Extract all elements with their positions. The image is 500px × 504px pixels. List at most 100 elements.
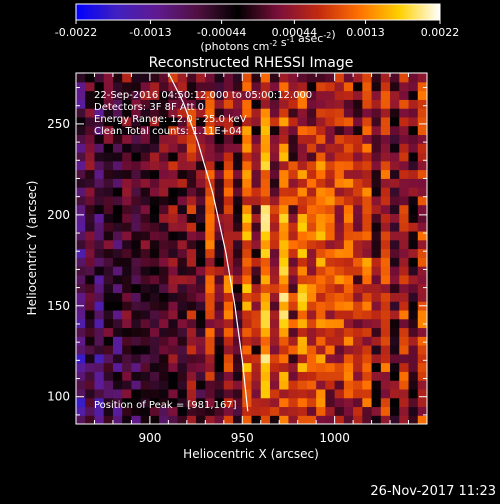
heatmap-cell (149, 266, 160, 276)
heatmap-cell (408, 134, 419, 144)
heatmap-cell (297, 230, 308, 241)
heatmap-cell (390, 213, 400, 223)
heatmap-cell (297, 90, 308, 100)
heatmap-cell (177, 283, 188, 293)
heatmap-cell (260, 160, 271, 171)
footer-timestamp: 26-Nov-2017 11:23 (370, 484, 496, 499)
heatmap-cell (76, 90, 86, 100)
heatmap-cell (353, 239, 363, 250)
heatmap-cell (214, 380, 225, 390)
heatmap-cell (325, 195, 336, 206)
heatmap-cell (186, 143, 197, 153)
heatmap-cell (140, 327, 151, 337)
heatmap-cell (140, 116, 151, 127)
heatmap-cell (353, 292, 363, 302)
heatmap-cell (242, 309, 253, 320)
heatmap-cell (380, 362, 391, 372)
heatmap-cell (279, 362, 290, 372)
heatmap-cell (85, 362, 96, 372)
heatmap-cell (343, 248, 354, 258)
heatmap-cell (103, 388, 114, 399)
heatmap-cell (242, 301, 253, 311)
heatmap-cell (177, 274, 188, 285)
heatmap-cell (316, 415, 326, 424)
heatmap-cell (186, 292, 197, 302)
heatmap-cell (214, 134, 225, 144)
y-tick-label: 100 (47, 390, 70, 404)
heatmap-cell (214, 248, 225, 258)
heatmap-cell (168, 327, 179, 337)
heatmap-cell (94, 388, 105, 399)
heatmap-cell (131, 336, 142, 346)
heatmap-cell (103, 380, 114, 390)
heatmap-cell (122, 248, 133, 258)
heatmap-cell (159, 362, 169, 372)
heatmap-cell (122, 318, 133, 329)
heatmap-cell (196, 213, 206, 223)
heatmap-cell (297, 336, 308, 346)
heatmap-cell (140, 151, 151, 162)
heatmap-cell (76, 73, 86, 83)
heatmap-cell (260, 134, 271, 144)
heatmap-cell (260, 292, 271, 302)
heatmap-cell (85, 116, 96, 127)
heatmap-cell (371, 318, 382, 329)
heatmap-cell (223, 90, 234, 100)
heatmap-cell (223, 415, 234, 424)
heatmap-cell (159, 353, 169, 364)
heatmap-cell (399, 213, 410, 223)
heatmap-cell (205, 336, 216, 346)
heatmap-cell (140, 187, 151, 197)
heatmap-cell (306, 353, 317, 364)
heatmap-cell (168, 143, 179, 153)
heatmap-cell (131, 81, 142, 92)
heatmap-cell (214, 116, 225, 127)
heatmap-cell (288, 230, 299, 241)
heatmap-cell (233, 318, 243, 329)
heatmap-cell (112, 151, 123, 162)
heatmap-cell (223, 178, 234, 188)
heatmap-cell (159, 283, 169, 293)
heatmap-cell (362, 292, 373, 302)
heatmap-cell (269, 187, 280, 197)
heatmap-cell (103, 213, 114, 223)
heatmap-cell (85, 283, 96, 293)
heatmap-cell (279, 134, 290, 144)
heatmap-cell (196, 397, 206, 408)
heatmap-cell (140, 266, 151, 276)
heatmap-cell (196, 283, 206, 293)
heatmap-cell (131, 257, 142, 267)
heatmap-cell (159, 380, 169, 390)
heatmap-cell (279, 406, 290, 416)
heatmap-cell (94, 336, 105, 346)
heatmap-cell (306, 143, 317, 153)
heatmap-cell (380, 397, 391, 408)
heatmap-cell (408, 336, 419, 346)
heatmap-cell (288, 116, 299, 127)
heatmap-cell (325, 353, 336, 364)
heatmap-cell (417, 318, 427, 329)
heatmap-cell (223, 345, 234, 355)
heatmap-cell (140, 380, 151, 390)
heatmap-cell (279, 353, 290, 364)
heatmap-cell (343, 345, 354, 355)
heatmap-cell (353, 178, 363, 188)
heatmap-cell (112, 230, 123, 241)
heatmap-cell (251, 195, 262, 206)
heatmap-cell (371, 309, 382, 320)
heatmap-cell (168, 274, 179, 285)
heatmap-cell (343, 213, 354, 223)
heatmap-cell (334, 406, 345, 416)
heatmap-cell (103, 81, 114, 92)
heatmap-cell (196, 134, 206, 144)
heatmap-cell (85, 257, 96, 267)
heatmap-cell (223, 143, 234, 153)
heatmap-cell (168, 371, 179, 381)
heatmap-cell (380, 187, 391, 197)
heatmap-cell (306, 90, 317, 100)
heatmap-cell (399, 143, 410, 153)
heatmap-cell (85, 81, 96, 92)
heatmap-cell (140, 388, 151, 399)
heatmap-cell (159, 169, 169, 179)
heatmap-cell (316, 239, 326, 250)
